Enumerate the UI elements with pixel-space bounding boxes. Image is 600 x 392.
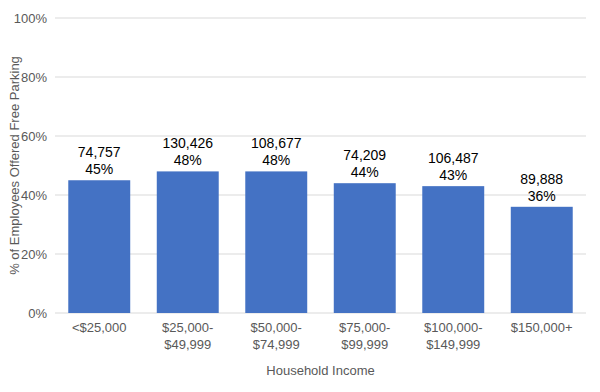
x-tick-label: $100,000- $149,999 — [424, 320, 483, 352]
y-axis-title: % of Employees Offered Free Parking — [7, 56, 22, 275]
chart-container: 0% 20% 40% 60% 80% 100% % of Employees Offered… — [0, 0, 600, 392]
y-tick-label: 100% — [14, 11, 48, 26]
x-tick-label-line: $49,999 — [164, 337, 211, 352]
chart-svg: 0% 20% 40% 60% 80% 100% % of Employees Offered… — [0, 0, 600, 392]
value-label: 43% — [439, 167, 467, 183]
y-tick-label: 40% — [21, 188, 47, 203]
x-tick-label-line: $75,000- — [339, 320, 390, 335]
x-tick-label-line: $50,000- — [251, 320, 302, 335]
count-label: 106,487 — [428, 150, 479, 166]
x-tick-label: <$25,000 — [72, 320, 127, 335]
bar — [245, 171, 307, 313]
grid-line — [55, 18, 586, 19]
bar — [511, 207, 573, 313]
value-label: 36% — [528, 188, 556, 204]
value-label: 44% — [351, 164, 379, 180]
grid-line — [55, 136, 586, 137]
x-tick-label-line: <$25,000 — [72, 320, 127, 335]
x-tick-label: $150,000+ — [511, 320, 573, 335]
x-tick-label-line: $100,000- — [424, 320, 483, 335]
x-tick-label: $50,000- $74,999 — [251, 320, 302, 352]
grid-line — [55, 195, 586, 196]
bar — [68, 180, 130, 313]
y-tick-label: 80% — [21, 70, 47, 85]
x-tick-label-line: $99,999 — [341, 337, 388, 352]
count-label: 74,209 — [343, 147, 386, 163]
y-tick-label: 60% — [21, 129, 47, 144]
y-axis: 0% 20% 40% 60% 80% 100% — [14, 11, 586, 321]
count-label: 89,888 — [520, 171, 563, 187]
x-tick-label-line: $150,000+ — [511, 320, 573, 335]
grid-line — [55, 77, 586, 78]
background — [0, 0, 600, 392]
count-label: 74,757 — [78, 144, 121, 160]
bar — [157, 171, 219, 313]
x-tick-label-line: $149,999 — [426, 337, 480, 352]
grid-line — [55, 313, 586, 314]
y-tick-label: 20% — [21, 247, 47, 262]
grid-line — [55, 254, 586, 255]
x-axis: <$25,000 $25,000- $49,999 $50,000- $74,999 $7… — [72, 320, 573, 352]
y-tick-label: 0% — [28, 306, 47, 321]
value-label: 45% — [85, 161, 113, 177]
value-label: 48% — [174, 152, 202, 168]
bar — [334, 183, 396, 313]
x-axis-title: Household Income — [266, 363, 374, 378]
value-label: 48% — [262, 152, 290, 168]
count-label: 108,677 — [251, 135, 302, 151]
x-tick-label-line: $74,999 — [253, 337, 300, 352]
bars — [68, 171, 572, 313]
count-label: 130,426 — [162, 135, 213, 151]
x-tick-label: $75,000- $99,999 — [339, 320, 390, 352]
x-tick-label: $25,000- $49,999 — [162, 320, 213, 352]
bar — [422, 186, 484, 313]
data-labels: 45%74,75748%130,42648%108,67744%74,20943… — [78, 135, 564, 203]
x-tick-label-line: $25,000- — [162, 320, 213, 335]
